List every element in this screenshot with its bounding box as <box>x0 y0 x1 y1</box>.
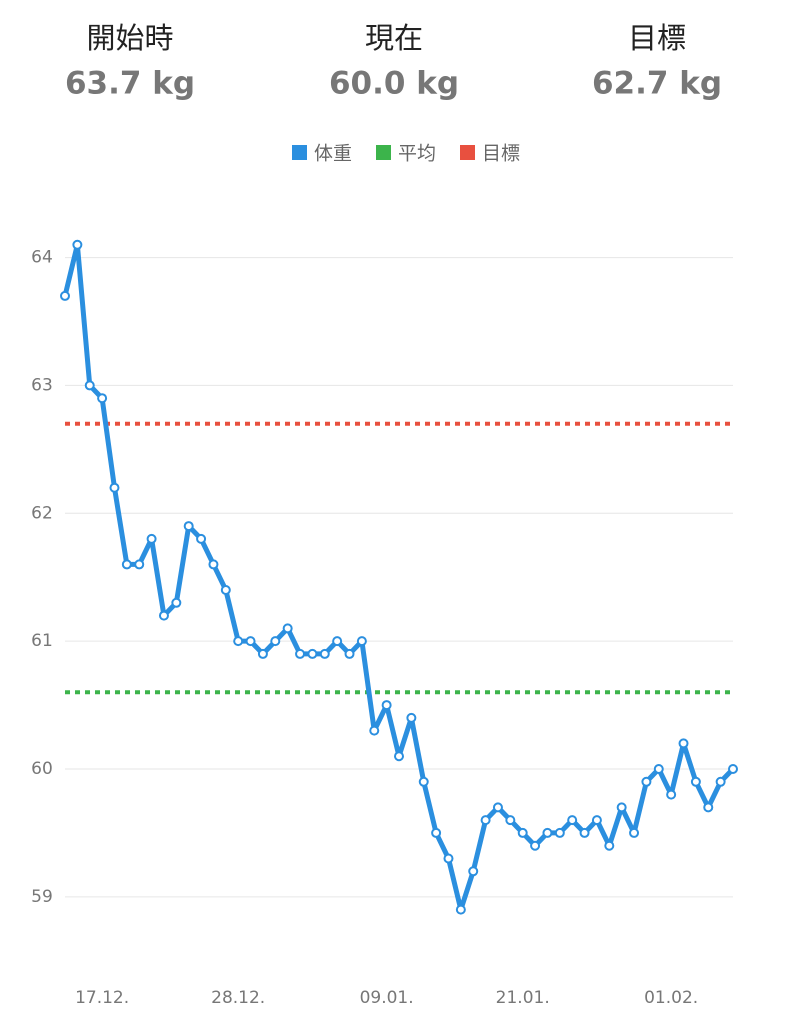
y-tick-label: 60 <box>31 759 53 779</box>
data-point <box>183 521 194 532</box>
data-point <box>728 764 738 774</box>
data-point <box>134 559 145 570</box>
data-point <box>418 776 429 787</box>
data-point <box>703 802 714 813</box>
y-tick-label: 61 <box>31 631 53 651</box>
data-point <box>282 623 293 634</box>
data-point <box>579 827 590 838</box>
legend-swatch <box>292 145 307 160</box>
stat-label: 目標 <box>628 21 686 55</box>
data-point <box>84 380 95 391</box>
x-tick-label: 17.12. <box>75 988 129 1008</box>
legend-label: 目標 <box>482 143 520 165</box>
data-point <box>307 648 318 659</box>
y-tick-label: 64 <box>31 248 53 268</box>
data-point <box>158 610 169 621</box>
data-point <box>468 866 479 877</box>
data-point <box>517 827 528 838</box>
data-point <box>455 904 466 915</box>
data-point <box>616 802 627 813</box>
data-point <box>567 815 578 826</box>
legend-swatch <box>376 145 391 160</box>
data-point <box>109 482 120 493</box>
data-point <box>629 827 640 838</box>
data-point <box>344 648 355 659</box>
weight-line <box>62 242 735 913</box>
data-point <box>443 853 454 864</box>
data-point <box>171 597 182 608</box>
data-point <box>270 636 281 647</box>
data-point <box>369 725 380 736</box>
data-point <box>678 738 689 749</box>
data-point <box>356 636 367 647</box>
y-tick-label: 59 <box>31 887 53 907</box>
data-point <box>72 239 83 250</box>
data-point <box>394 751 404 762</box>
legend-label: 体重 <box>314 143 352 165</box>
data-point <box>295 648 306 659</box>
stat-label: 開始時 <box>86 21 173 55</box>
data-point <box>319 648 330 659</box>
data-point <box>653 764 664 774</box>
data-point <box>715 776 726 787</box>
data-point <box>146 533 157 544</box>
data-point <box>604 840 615 851</box>
data-point <box>554 827 565 838</box>
data-point <box>492 802 503 813</box>
stat-value: 63.7 kg <box>65 66 195 102</box>
stat-value: 62.7 kg <box>592 66 722 102</box>
x-tick-label: 09.01. <box>360 988 414 1008</box>
data-point <box>381 700 392 711</box>
data-point <box>542 827 553 838</box>
data-point <box>245 636 256 647</box>
stat-value: 60.0 kg <box>329 66 459 102</box>
data-point <box>480 815 491 826</box>
data-point <box>257 648 268 659</box>
x-tick-label: 21.01. <box>496 988 550 1008</box>
data-point <box>97 393 108 404</box>
data-point <box>530 840 541 851</box>
legend-label: 平均 <box>398 143 436 165</box>
x-tick-label: 28.12. <box>211 988 265 1008</box>
data-point <box>196 533 207 544</box>
data-point <box>431 827 442 838</box>
data-point <box>60 290 70 301</box>
data-point <box>690 776 701 787</box>
stat-label: 現在 <box>365 21 423 55</box>
y-tick-label: 63 <box>31 375 53 395</box>
data-point <box>233 636 244 647</box>
data-point <box>591 815 602 826</box>
data-point <box>220 585 231 595</box>
legend-swatch <box>460 145 475 160</box>
y-tick-label: 62 <box>31 503 53 523</box>
x-tick-label: 01.02. <box>644 988 698 1008</box>
data-point <box>666 789 677 800</box>
data-point <box>641 776 652 787</box>
data-point <box>332 636 343 647</box>
data-point <box>121 559 132 570</box>
data-point <box>406 712 417 723</box>
data-point <box>505 815 516 826</box>
data-point <box>208 559 219 570</box>
